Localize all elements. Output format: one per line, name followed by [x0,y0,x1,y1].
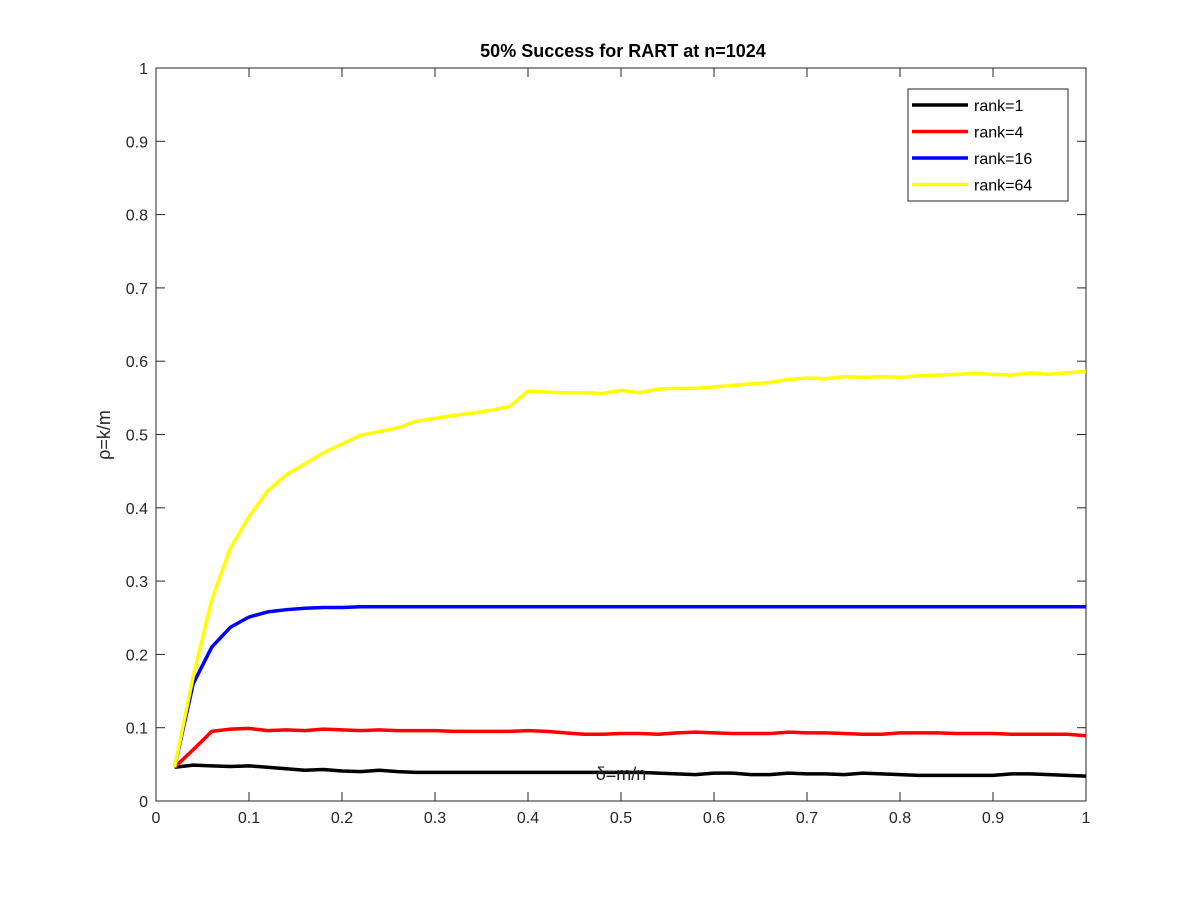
y-tick-label: 0.1 [126,721,148,738]
x-tick-label: 1 [1082,810,1091,827]
y-tick-label: 1 [139,61,148,78]
legend-box [907,88,1069,202]
y-tick-label: 0 [139,794,148,811]
x-tick-label: 0.4 [517,810,539,827]
y-tick-label: 0.8 [126,208,148,225]
y-tick-label: 0.3 [126,574,148,591]
y-axis-label: ρ=k/m [94,410,114,460]
y-tick-label: 0.5 [126,428,148,445]
legend-label: rank=4 [974,125,1023,142]
plot-area: 0 0.1 0.2 0.3 0.4 0.5 0.6 0.7 0.8 0.9 1 0 0.1 0.2 0.3 0… [126,61,1091,827]
y-tick-label: 0.2 [126,647,148,664]
x-tick-label: 0.6 [703,810,725,827]
x-tick-label: 0.1 [238,810,260,827]
y-tick-label: 0.7 [126,281,148,298]
series-line-rank-4 [173,726,1087,769]
y-tick-label: 0.6 [126,354,148,371]
x-tick-label: 0.7 [796,810,818,827]
chart-title: 50% Success for RART at n=1024 [480,41,766,61]
y-tick-label: 0.4 [126,501,148,518]
series-line-rank-1 [174,763,1087,778]
x-tick-label: 0 [152,810,161,827]
legend-label: rank=16 [974,151,1032,168]
series-line-rank-16 [172,605,1086,768]
x-tick-label: 0.5 [610,810,632,827]
x-tick-label: 0.3 [424,810,446,827]
y-tick-label: 0.9 [126,134,148,151]
x-tick-label: 0.8 [889,810,911,827]
legend: rank=1 rank=4 rank=16 rank=64 [907,88,1069,202]
x-tick-label: 0.2 [331,810,353,827]
legend-label: rank=64 [974,178,1032,195]
x-tick-label: 0.9 [982,810,1004,827]
legend-label: rank=1 [974,98,1023,115]
series-line-rank-64 [172,369,1087,768]
x-axis-label: δ=m/n [596,764,647,784]
